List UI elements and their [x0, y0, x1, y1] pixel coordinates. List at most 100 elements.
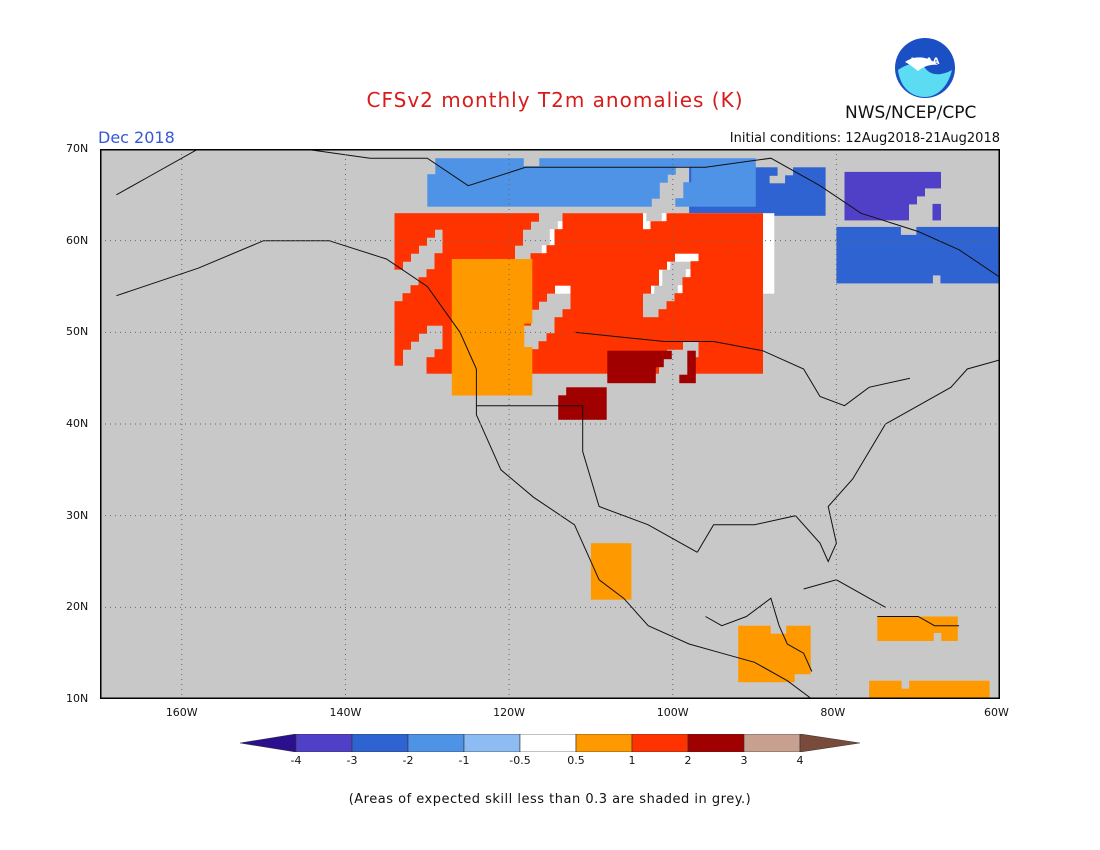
anomaly-cell-west-canada-warm — [618, 245, 627, 254]
anomaly-cell-west-canada-warm — [754, 365, 763, 374]
anomaly-cell-west-canada-warm — [538, 349, 547, 358]
anomaly-cell-arctic-blue — [643, 158, 652, 167]
anomaly-cell-canada-white — [765, 261, 775, 270]
anomaly-cell-labrador-cold — [844, 226, 853, 236]
anomaly-cell-idaho-very-warm — [582, 411, 591, 420]
anomaly-cell-west-canada-warm — [722, 237, 731, 246]
anomaly-cell-labrador-cold — [876, 242, 885, 252]
anomaly-cell-northeast-canada-deep-cold — [876, 195, 885, 205]
anomaly-cell-south-caribbean-orange — [933, 688, 942, 698]
anomaly-cell-west-canada-warm — [746, 277, 755, 286]
anomaly-cell-arctic-blue — [587, 190, 596, 199]
anomaly-cell-arctic-blue — [667, 166, 676, 175]
anomaly-cell-west-canada-warm — [706, 301, 715, 310]
anomaly-cell-west-canada-warm — [618, 325, 627, 334]
anomaly-cell-west-canada-warm — [426, 365, 435, 374]
anomaly-cell-pacific-nw-orange — [451, 307, 461, 316]
anomaly-cell-west-canada-warm — [562, 365, 571, 374]
anomaly-cell-pacific-nw-orange — [483, 379, 493, 388]
anomaly-cell-arctic-blue — [611, 174, 620, 183]
anomaly-cell-labrador-cold — [900, 242, 909, 252]
anomaly-cell-northern-plains-very-warm — [623, 350, 632, 360]
colorbar-label: -4 — [290, 754, 302, 767]
anomaly-cell-west-canada-warm — [698, 285, 707, 294]
anomaly-cell-arctic-blue — [731, 190, 740, 199]
anomaly-cell-west-canada-warm — [746, 349, 755, 358]
anomaly-cell-central-america-orange — [802, 633, 811, 643]
anomaly-cell-nunavut-cold — [777, 207, 786, 216]
anomaly-cell-west-canada-warm — [562, 269, 571, 278]
anomaly-cell-nunavut-cold — [745, 207, 754, 216]
anomaly-cell-west-canada-warm — [562, 317, 571, 326]
anomaly-cell-west-canada-warm — [626, 293, 635, 302]
anomaly-cell-arctic-blue — [595, 190, 604, 199]
anomaly-cell-west-canada-warm — [498, 245, 507, 254]
anomaly-cell-west-canada-warm — [442, 253, 451, 262]
anomaly-cell-caribbean-orange — [925, 624, 934, 633]
anomaly-cell-west-canada-warm — [474, 245, 483, 254]
anomaly-cell-west-canada-warm — [698, 269, 707, 278]
anomaly-cell-west-canada-warm — [490, 253, 499, 262]
anomaly-cell-canada-white — [693, 253, 703, 262]
anomaly-cell-labrador-cold — [948, 226, 957, 236]
anomaly-cell-west-canada-warm — [570, 341, 579, 350]
anomaly-cell-west-canada-warm — [402, 317, 411, 326]
anomaly-cell-arctic-blue — [635, 158, 644, 167]
anomaly-cell-west-canada-warm — [626, 325, 635, 334]
anomaly-cell-west-canada-warm — [426, 293, 435, 302]
anomaly-cell-west-canada-warm — [442, 333, 451, 342]
anomaly-cell-west-canada-warm — [434, 261, 443, 270]
anomaly-cell-caribbean-orange — [885, 624, 894, 633]
anomaly-cell-west-canada-warm — [730, 269, 739, 278]
anomaly-cell-west-canada-warm — [618, 341, 627, 350]
anomaly-cell-labrador-cold — [980, 234, 989, 244]
anomaly-cell-arctic-blue — [603, 190, 612, 199]
anomaly-cell-northeast-canada-deep-cold — [860, 179, 869, 189]
anomaly-cell-west-canada-warm — [570, 333, 579, 342]
anomaly-cell-canada-white — [549, 237, 559, 246]
anomaly-cell-labrador-cold — [876, 274, 885, 284]
anomaly-cell-arctic-blue — [435, 182, 444, 191]
anomaly-cell-west-canada-warm — [402, 325, 411, 334]
anomaly-cell-west-canada-warm — [698, 261, 707, 270]
anomaly-cell-idaho-very-warm — [558, 403, 567, 412]
anomaly-cell-south-caribbean-orange — [941, 688, 950, 698]
anomaly-cell-west-canada-warm — [474, 213, 483, 222]
anomaly-cell-labrador-cold — [884, 242, 893, 252]
anomaly-cell-arctic-blue — [467, 166, 476, 175]
anomaly-cell-central-america-orange — [754, 665, 763, 675]
anomaly-cell-west-canada-warm — [650, 229, 659, 238]
anomaly-cell-labrador-cold — [972, 266, 981, 276]
anomaly-cell-nunavut-cold — [713, 207, 722, 216]
anomaly-cell-mexico-orange — [606, 567, 616, 576]
anomaly-cell-nunavut-cold — [801, 167, 810, 176]
anomaly-cell-labrador-cold — [956, 234, 965, 244]
anomaly-cell-nunavut-cold — [817, 183, 826, 192]
anomaly-cell-west-canada-warm — [594, 333, 603, 342]
anomaly-cell-arctic-blue — [507, 174, 516, 183]
anomaly-cell-west-canada-warm — [738, 317, 747, 326]
anomaly-cell-west-canada-warm — [586, 349, 595, 358]
anomaly-cell-west-canada-warm — [626, 341, 635, 350]
anomaly-cell-west-canada-warm — [626, 277, 635, 286]
anomaly-cell-arctic-blue — [563, 190, 572, 199]
anomaly-cell-west-canada-warm — [698, 229, 707, 238]
anomaly-cell-west-canada-warm — [634, 285, 643, 294]
anomaly-cell-south-caribbean-orange — [877, 688, 886, 698]
anomaly-cell-west-canada-warm — [434, 365, 443, 374]
anomaly-cell-west-canada-warm — [594, 309, 603, 318]
anomaly-cell-labrador-cold — [980, 242, 989, 252]
anomaly-cell-labrador-cold — [932, 226, 941, 236]
anomaly-cell-west-canada-warm — [666, 221, 675, 230]
anomaly-cell-labrador-cold — [908, 234, 917, 244]
anomaly-cell-idaho-very-warm — [558, 395, 567, 404]
anomaly-cell-northeast-canada-deep-cold — [860, 203, 869, 213]
anomaly-cell-west-canada-warm — [578, 325, 587, 334]
anomaly-cell-arctic-blue — [731, 182, 740, 191]
anomaly-cell-labrador-cold — [908, 258, 917, 268]
anomaly-cell-central-america-orange — [802, 641, 811, 651]
anomaly-cell-west-canada-warm — [714, 309, 723, 318]
anomaly-cell-pacific-nw-orange — [515, 347, 525, 356]
anomaly-cell-idaho-very-warm — [582, 403, 591, 412]
anomaly-cell-west-canada-warm — [458, 221, 467, 230]
